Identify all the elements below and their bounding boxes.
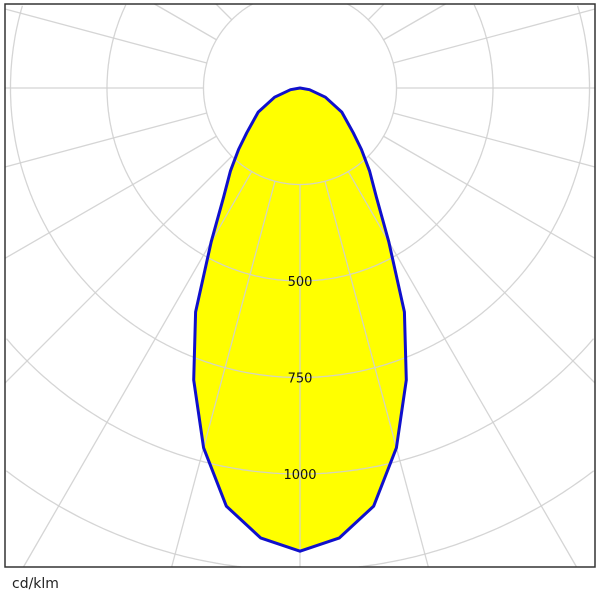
intensity-curve — [192, 86, 408, 553]
grid-spoke-285 — [4, 112, 207, 168]
grid-spoke-135 — [367, 3, 385, 21]
grid-spoke-300 — [4, 135, 217, 259]
grid-ring-500 — [106, 4, 494, 282]
grid-spoke-45 — [367, 155, 596, 384]
radial-tick-label: 1000 — [283, 468, 316, 483]
plot-frame — [4, 3, 596, 568]
radial-tick-label: 750 — [288, 372, 313, 387]
grid-spoke-315 — [4, 155, 233, 384]
unit-label: cd/klm — [12, 576, 59, 592]
grid-spoke-120 — [383, 3, 446, 41]
grid-ring-1250 — [5, 470, 595, 568]
grid-spoke-75 — [393, 112, 596, 168]
grid-spoke-255 — [4, 8, 207, 64]
grid-spoke-240 — [154, 3, 217, 41]
grid-ring-250 — [202, 3, 398, 186]
grid-ring-1000 — [6, 338, 594, 475]
grid-spoke-345 — [171, 181, 276, 568]
grid-ring-750 — [9, 5, 591, 379]
grid-spoke-225 — [215, 3, 233, 21]
grid-spoke-60 — [383, 135, 596, 259]
grid-spoke-105 — [393, 8, 596, 64]
grid-spoke-15 — [324, 181, 429, 568]
radial-tick-label: 500 — [288, 275, 313, 290]
